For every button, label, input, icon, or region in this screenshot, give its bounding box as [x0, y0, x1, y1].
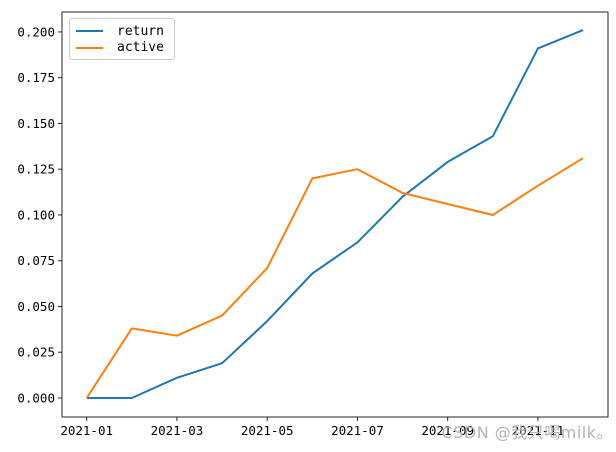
x-tick-label: 2021-05	[241, 423, 294, 438]
y-tick-label: 0.000	[17, 390, 55, 405]
legend-label-active: active	[117, 40, 164, 56]
y-tick-label: 0.150	[17, 116, 55, 131]
legend-label-return: return	[117, 23, 164, 39]
series-line-active	[85, 157, 584, 399]
y-tick-label: 0.100	[17, 207, 55, 222]
legend: return active	[69, 18, 175, 60]
y-tick-label: 0.175	[17, 70, 55, 85]
x-tick-label: 2021-07	[331, 423, 384, 438]
x-tick-label: 2021-01	[60, 423, 113, 438]
watermark-text: CSDN @我只喝milk。	[441, 423, 613, 442]
series-line-return	[86, 29, 584, 399]
legend-line-sample-return	[76, 30, 103, 33]
y-tick-label: 0.050	[17, 299, 55, 314]
y-tick-label: 0.075	[17, 253, 55, 268]
legend-entry-return: return	[76, 23, 167, 40]
y-tick-label: 0.025	[17, 345, 55, 360]
legend-entry-active: active	[76, 40, 167, 57]
x-tick-label: 2021-03	[151, 423, 204, 438]
y-tick-label: 0.200	[17, 24, 55, 39]
legend-line-sample-active	[76, 46, 103, 49]
x-tick-label: 2021-11	[512, 423, 565, 438]
x-tick-label: 2021-09	[421, 423, 474, 438]
y-tick-label: 0.125	[17, 162, 55, 177]
